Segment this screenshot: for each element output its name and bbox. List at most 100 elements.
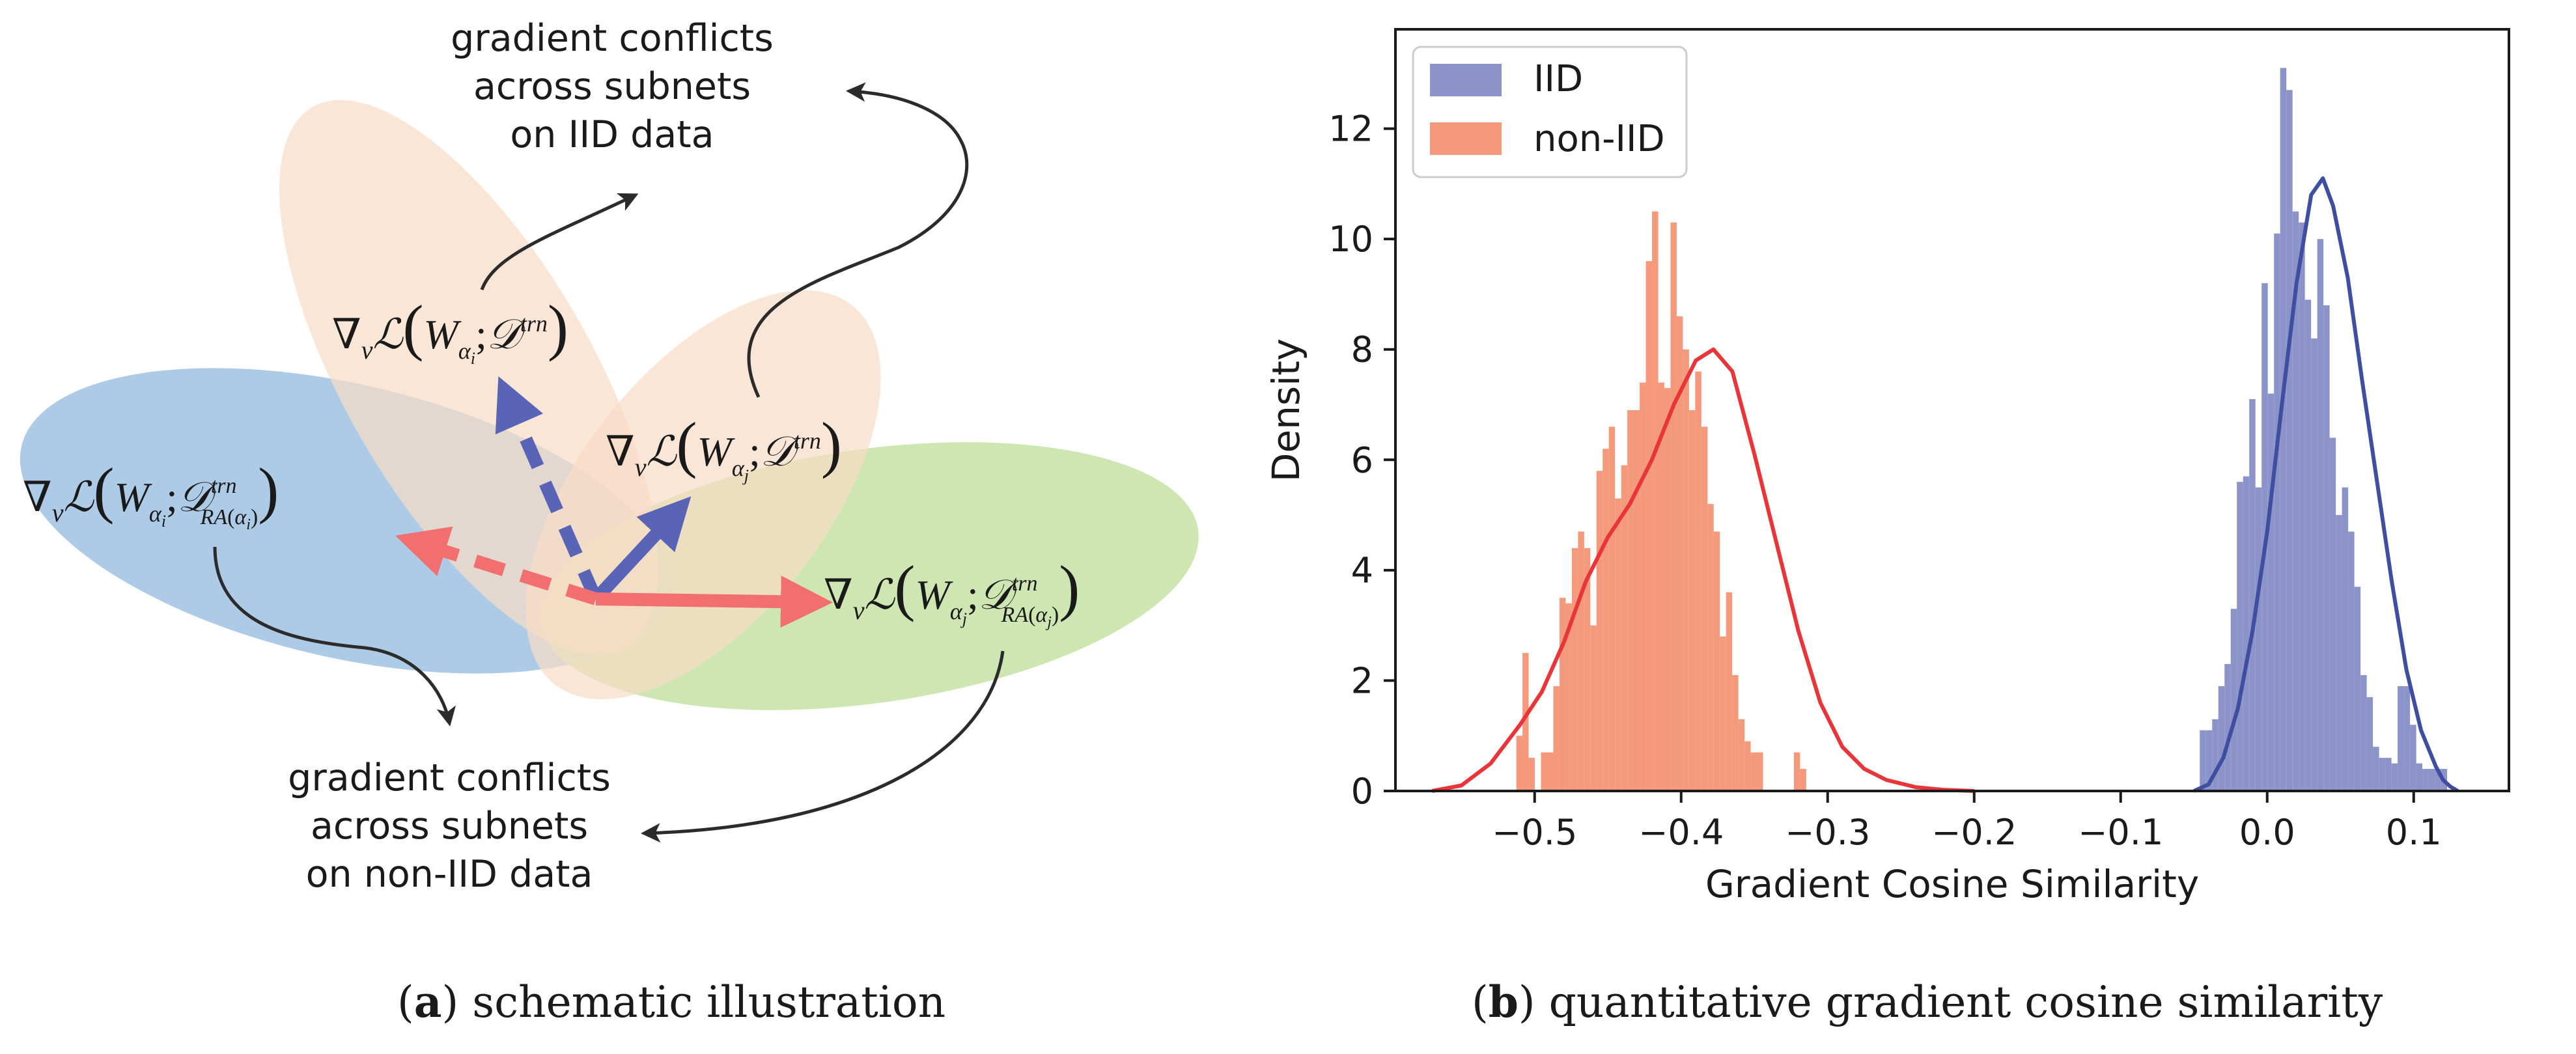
histogram-bar-iid bbox=[2212, 719, 2219, 791]
curve-arrow-top-right bbox=[747, 82, 969, 398]
histogram-bar-iid bbox=[2441, 769, 2448, 791]
histogram-bar-non-iid bbox=[1757, 752, 1763, 791]
histogram-bar-iid bbox=[2336, 515, 2342, 791]
x-tick-label: 0.0 bbox=[2239, 812, 2295, 853]
histogram-bar-iid bbox=[2249, 399, 2256, 791]
red-solid-arrow bbox=[595, 576, 833, 628]
histogram-bar-iid bbox=[2299, 222, 2305, 791]
histogram-bar-iid bbox=[2379, 758, 2386, 791]
histogram-bar-non-iid bbox=[1608, 426, 1616, 791]
histogram-bar-iid bbox=[2435, 769, 2441, 791]
x-tick-label: −0.3 bbox=[1785, 812, 1870, 853]
histogram-bar-iid bbox=[2286, 90, 2293, 791]
curve-arrow-bottom-right bbox=[641, 650, 1005, 843]
histogram-bar-iid bbox=[2304, 299, 2312, 791]
histogram-bar-iid bbox=[2243, 476, 2250, 791]
histogram-bar-non-iid bbox=[1701, 426, 1708, 791]
schematic-illustration: ∇vℒ(Wαi;𝒟trn) ∇vℒ(Wαj;𝒟trn) ∇vℒ(Wαi;𝒟trn… bbox=[20, 82, 1199, 843]
histogram-bar-iid bbox=[2428, 769, 2435, 791]
histogram-bar-non-iid bbox=[1688, 410, 1696, 791]
legend-swatch-iid bbox=[1430, 64, 1502, 96]
x-axis: −0.5 −0.4 −0.3 −0.2 −0.1 0.0 0.1 bbox=[1492, 791, 2442, 853]
histogram-bar-iid bbox=[2292, 211, 2299, 792]
annotation-line: on IID data bbox=[510, 113, 714, 156]
blue-dashed-arrow bbox=[495, 376, 602, 602]
caption-letter-b: b bbox=[1488, 977, 1519, 1027]
y-tick-label: 2 bbox=[1351, 660, 1373, 701]
histogram-bar-non-iid bbox=[1590, 625, 1597, 791]
annotation-noniid-conflicts: gradient conflicts across subnets on non… bbox=[247, 754, 651, 898]
histogram-bar-iid bbox=[2230, 609, 2237, 791]
histogram-bar-iid bbox=[2329, 437, 2336, 791]
caption-text-a: schematic illustration bbox=[472, 977, 946, 1027]
legend: IID non-IID bbox=[1412, 46, 1688, 178]
histogram-bar-iid bbox=[2218, 686, 2225, 791]
annotation-iid-conflicts: gradient conflicts across subnets on IID… bbox=[430, 14, 794, 159]
histogram-bar-non-iid bbox=[1559, 598, 1566, 791]
x-tick-label: −0.5 bbox=[1492, 812, 1577, 853]
y-tick-label: 12 bbox=[1328, 109, 1373, 150]
legend-frame bbox=[1412, 46, 1688, 178]
histogram-bar-non-iid bbox=[1720, 636, 1726, 791]
histogram-bar-iid bbox=[2200, 730, 2206, 791]
histogram-bar-iid bbox=[2360, 674, 2367, 791]
red-dashed-arrow bbox=[395, 526, 598, 605]
legend-swatch-noniid bbox=[1430, 122, 1502, 155]
histogram-bar-iid bbox=[2410, 725, 2416, 791]
histogram-bar-non-iid bbox=[1528, 758, 1535, 791]
math-label-ai-trn: ∇vℒ(Wαi;𝒟trn) bbox=[332, 292, 568, 368]
kde-curve-iid bbox=[2193, 176, 2459, 793]
histogram-bar-non-iid bbox=[1633, 410, 1640, 791]
annotation-line: on non-IID data bbox=[305, 853, 593, 896]
histogram-bar-non-iid bbox=[1664, 388, 1671, 791]
svg-text:∇vℒ(Wαi;𝒟trn): ∇vℒ(Wαi;𝒟trn) bbox=[332, 292, 568, 368]
kde-curve-non-iid bbox=[1431, 347, 1974, 793]
x-tick-label: −0.1 bbox=[2078, 812, 2163, 853]
histogram-bar-non-iid bbox=[1732, 674, 1739, 791]
y-axis: 0 2 4 6 8 10 12 bbox=[1328, 109, 1395, 812]
histogram-bar-non-iid bbox=[1645, 261, 1653, 792]
annotation-line: across subnets bbox=[473, 65, 751, 108]
annotation-line: gradient conflicts bbox=[451, 17, 774, 60]
histogram-bar-iid bbox=[2385, 758, 2392, 791]
histogram-bar-iid bbox=[2255, 487, 2262, 791]
bars-layer bbox=[1516, 68, 2448, 792]
histogram-bar-non-iid bbox=[1683, 349, 1689, 791]
histogram-bar-non-iid bbox=[1565, 603, 1572, 791]
histogram-bar-iid bbox=[2366, 697, 2373, 791]
histogram-bar-iid bbox=[2205, 730, 2213, 791]
blue-solid-arrow bbox=[591, 496, 692, 603]
y-axis-label: Density bbox=[1264, 339, 1308, 482]
histogram-bar-iid bbox=[2391, 763, 2398, 791]
histogram-bar-non-iid bbox=[1658, 382, 1664, 791]
caption-panel-a: (a) schematic illustration bbox=[397, 977, 946, 1027]
histogram-bar-iid bbox=[2323, 305, 2330, 791]
histogram-bar-non-iid bbox=[1726, 592, 1733, 791]
histogram-bar-non-iid bbox=[1522, 653, 1529, 791]
caption-text-b: quantitative gradient cosine similarity bbox=[1548, 977, 2383, 1027]
histogram-bar-iid bbox=[2373, 747, 2379, 791]
histogram-bar-non-iid bbox=[1584, 548, 1591, 791]
histogram-bar-iid bbox=[2237, 482, 2243, 791]
y-tick-label: 6 bbox=[1351, 439, 1373, 480]
histogram-bar-iid bbox=[2274, 233, 2280, 791]
histogram-bar-iid bbox=[2342, 487, 2349, 791]
y-tick-label: 4 bbox=[1351, 550, 1373, 591]
histogram-bar-non-iid bbox=[1750, 752, 1757, 791]
histogram-bar-non-iid bbox=[1652, 211, 1659, 792]
histogram-bar-iid bbox=[2261, 283, 2268, 791]
histogram-bar-non-iid bbox=[1676, 316, 1683, 791]
histogram-bar-non-iid bbox=[1793, 752, 1800, 791]
plot-frame bbox=[1394, 28, 2510, 792]
histogram-bar-non-iid bbox=[1596, 471, 1603, 791]
histogram-bar-non-iid bbox=[1707, 504, 1714, 791]
kde-layer bbox=[1431, 176, 2459, 793]
histogram-bar-non-iid bbox=[1800, 769, 1806, 791]
svg-text:∇vℒ(Wαj;𝒟trn): ∇vℒ(Wαj;𝒟trn) bbox=[606, 409, 842, 485]
annotation-line: across subnets bbox=[310, 805, 589, 848]
caption-panel-b: (b) quantitative gradient cosine similar… bbox=[1472, 977, 2383, 1027]
histogram-bar-iid bbox=[2354, 587, 2361, 791]
histogram-bar-non-iid bbox=[1603, 449, 1609, 791]
histogram-bar-iid bbox=[2267, 393, 2275, 791]
